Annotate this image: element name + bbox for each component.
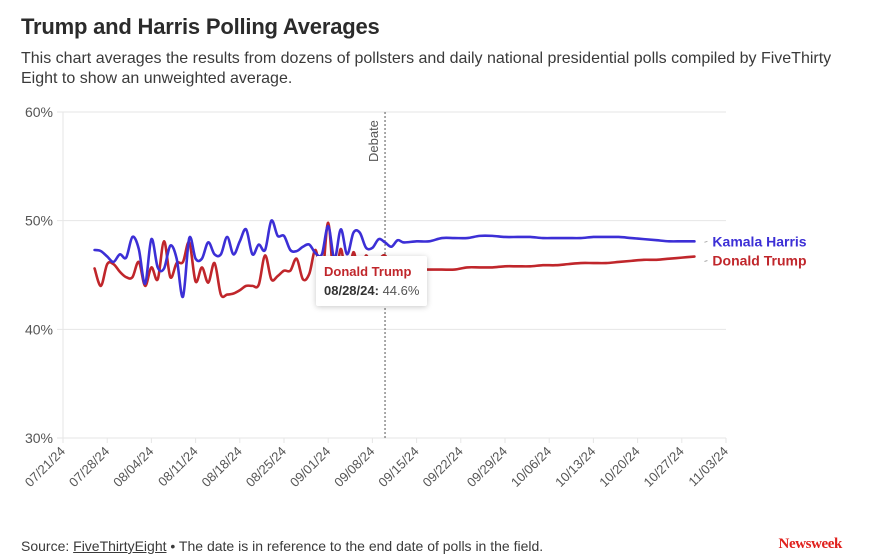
- y-tick-label: 60%: [25, 104, 53, 120]
- debate-label: Debate: [366, 120, 381, 162]
- label-connector: [704, 240, 708, 243]
- source-label: Source:: [21, 538, 70, 554]
- x-tick-label: 10/06/24: [508, 444, 554, 490]
- x-tick-label: 07/21/24: [22, 444, 68, 490]
- x-tick-label: 08/18/24: [199, 444, 245, 490]
- x-tick-label: 09/08/24: [331, 444, 377, 490]
- debate-annotation: Debate: [366, 112, 386, 438]
- x-tick-label: 07/28/24: [66, 444, 112, 490]
- x-tick-label: 10/13/24: [552, 444, 598, 490]
- source-link[interactable]: FiveThirtyEight: [73, 538, 167, 554]
- x-tick-label: 08/04/24: [110, 444, 156, 490]
- newsweek-logo: Newsweek: [778, 536, 843, 552]
- x-tick-label: 10/20/24: [596, 444, 642, 490]
- chart-title: Trump and Harris Polling Averages: [21, 14, 380, 39]
- tooltip-series-name: Donald Trump: [324, 264, 412, 279]
- y-axis: 30% 40% 50% 60%: [25, 104, 53, 446]
- tooltip: Donald Trump 08/28/24: 44.6%: [316, 256, 428, 306]
- x-tick-label: 08/25/24: [243, 444, 289, 490]
- y-tick-label: 40%: [25, 321, 53, 337]
- x-tick-label: 11/03/24: [685, 444, 731, 490]
- label-connector: [704, 260, 708, 263]
- tooltip-date: 08/28/24:: [324, 283, 379, 298]
- x-tick-label: 09/01/24: [287, 444, 333, 490]
- end-label-harris: Kamala Harris: [712, 233, 806, 249]
- end-labels: Kamala Harris Donald Trump: [704, 233, 807, 269]
- x-tick-label: 08/11/24: [155, 444, 201, 490]
- footer-source: Source: FiveThirtyEight • The date is in…: [21, 538, 543, 554]
- gridlines: [57, 111, 727, 443]
- end-label-trump: Donald Trump: [712, 253, 806, 269]
- tooltip-value: 44.6%: [382, 283, 420, 298]
- x-tick-label: 10/27/24: [641, 444, 687, 490]
- x-tick-label: 09/15/24: [375, 444, 421, 490]
- series-line-harris[interactable]: [93, 219, 696, 299]
- chart-subtitle: This chart averages the results from doz…: [21, 50, 832, 87]
- x-tick-label: 09/22/24: [420, 444, 466, 490]
- source-note: • The date is in reference to the end da…: [170, 538, 544, 554]
- x-axis: 07/21/2407/28/2408/04/2408/11/2408/18/24…: [22, 444, 731, 490]
- y-tick-label: 30%: [25, 430, 53, 446]
- y-tick-label: 50%: [25, 213, 53, 229]
- x-tick-label: 09/29/24: [464, 444, 510, 490]
